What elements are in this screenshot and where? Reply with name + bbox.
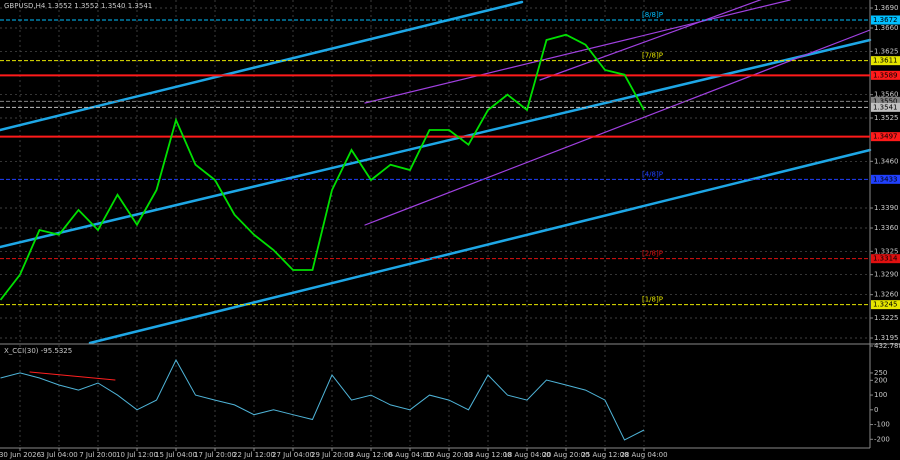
level-label: 1.3550 (873, 97, 898, 105)
y-tick-label: 250 (874, 369, 887, 377)
x-tick-label: 10 Aug 20:00 (425, 451, 472, 459)
level-label: 1.3541 (873, 103, 898, 111)
level-label-box (871, 254, 900, 264)
level-tag: [4/8]P (642, 170, 663, 178)
y-tick-label: 1.3525 (874, 114, 899, 122)
level-label-box (871, 300, 900, 310)
channel-line (88, 148, 872, 345)
x-tick-label: 17 Jul 20:00 (194, 451, 236, 459)
level-label: 1.3589 (873, 71, 898, 79)
level-label: 1.3433 (873, 175, 898, 183)
indicator-title: X_CCI(30) -95.5325 (4, 347, 72, 355)
y-tick-label: 200 (874, 376, 887, 384)
level-label-box (871, 15, 900, 25)
y-tick-label: 432.788 (874, 342, 900, 350)
level-label-box (871, 56, 900, 66)
y-tick-label: 1.3625 (874, 47, 899, 55)
x-tick-label: 22 Jul 12:00 (233, 451, 275, 459)
divergence-line (29, 371, 116, 381)
y-tick-label: 1.3325 (874, 247, 899, 255)
x-tick-label: 18 Aug 04:00 (503, 451, 550, 459)
x-tick-label: 7 Jul 20:00 (79, 451, 117, 459)
grid-layer (0, 0, 870, 446)
channel-line (0, 0, 524, 132)
y-tick-label: 1.3360 (874, 224, 899, 232)
channel-line (364, 0, 791, 104)
level-label: 1.3314 (873, 255, 898, 263)
y-tick-label: 0 (874, 406, 878, 414)
x-tick-label: 27 Jul 04:00 (272, 451, 314, 459)
level-tag: [2/8]P (642, 250, 663, 258)
y-tick-label: 1.3260 (874, 291, 899, 299)
x-tick-label: 10 Jul 12:00 (116, 451, 158, 459)
x-tick-label: 13 Aug 12:00 (464, 451, 511, 459)
level-label: 1.3245 (873, 301, 898, 309)
level-label-box (871, 70, 900, 80)
level-tag: [1/8]P (642, 296, 663, 304)
channel-line (364, 29, 871, 226)
x-tick-label: 30 Jun 2026 (0, 451, 42, 459)
y-tick-label: 1.3690 (874, 4, 899, 12)
y-tick-label: 1.3225 (874, 314, 899, 322)
y-tick-label: 1.3560 (874, 91, 899, 99)
y-tick-label: 1.3660 (874, 24, 899, 32)
level-label-box (871, 96, 900, 106)
level-label: 1.3497 (873, 133, 898, 141)
y-tick-label: 100 (874, 391, 887, 399)
x-tick-label: 6 Aug 04:00 (389, 451, 432, 459)
x-tick-label: 20 Aug 20:00 (542, 451, 589, 459)
x-tick-label: 25 Aug 12:00 (581, 451, 628, 459)
series-line (0, 358, 645, 441)
x-tick-label: 29 Jul 20:00 (311, 451, 353, 459)
series-line (0, 33, 645, 301)
level-tag: [7/8]P (642, 52, 663, 60)
y-tick-label: 1.3290 (874, 271, 899, 279)
x-tick-label: 15 Jul 04:00 (155, 451, 197, 459)
level-label-box (871, 102, 900, 112)
x-tick-label: 28 Aug 04:00 (620, 451, 667, 459)
level-label-box (871, 132, 900, 142)
y-tick-label: 1.3460 (874, 157, 899, 165)
level-label: 1.3672 (873, 16, 898, 24)
level-label: 1.3611 (873, 57, 898, 65)
y-tick-label: 1.3390 (874, 204, 899, 212)
y-tick-label: -200 (874, 435, 890, 443)
level-label-box (871, 174, 900, 184)
x-tick-label: 3 Jul 04:00 (40, 451, 78, 459)
level-tag: [8/8]P (642, 11, 663, 19)
x-tick-label: 3 Aug 12:00 (350, 451, 393, 459)
y-tick-label: -100 (874, 421, 890, 429)
chart-title: GBPUSD,H4 1.3552 1.3552 1.3540 1.3541 (4, 2, 152, 10)
y-tick-label: 1.3195 (874, 334, 899, 342)
